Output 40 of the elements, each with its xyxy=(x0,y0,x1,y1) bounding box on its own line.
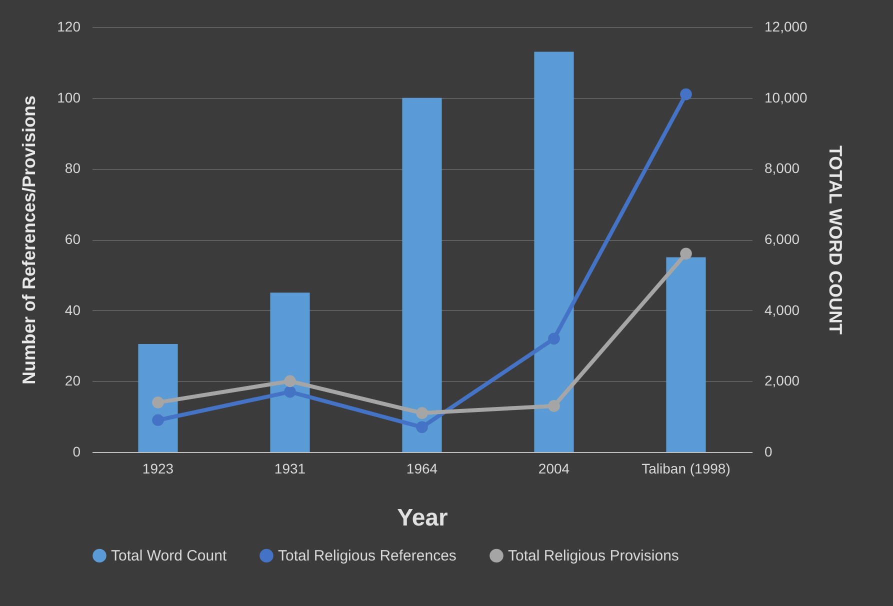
y2-tick-label: 10,000 xyxy=(764,89,808,106)
legend-label: Total Religious Provisions xyxy=(508,548,679,565)
y2-tick-label: 6,000 xyxy=(764,231,800,247)
x-axis-title: Year xyxy=(397,504,448,532)
point xyxy=(548,400,560,412)
x-tick-label: 2004 xyxy=(538,460,570,476)
y2-tick-label: 4,000 xyxy=(764,302,800,318)
x-tick-label: Taliban (1998) xyxy=(642,460,730,476)
y-tick-label: 60 xyxy=(64,231,81,247)
y-tick-label: 80 xyxy=(64,160,81,176)
point xyxy=(152,414,164,426)
legend-label: Total Word Count xyxy=(111,548,228,565)
point xyxy=(680,88,692,100)
point xyxy=(416,421,428,434)
y2-tick-label: 0 xyxy=(764,444,772,460)
y-tick-label: 40 xyxy=(64,302,81,318)
y-tick-label: 20 xyxy=(64,372,81,389)
y2-tick-label: 2,000 xyxy=(764,372,800,389)
point xyxy=(548,332,560,345)
bar xyxy=(138,344,178,452)
bar xyxy=(270,292,310,452)
legend-label: Total Religious References xyxy=(278,548,456,565)
point xyxy=(284,375,296,388)
y-tick-label: 120 xyxy=(57,18,81,34)
point xyxy=(152,396,164,408)
y2-axis-title: TOTAL WORD COUNT xyxy=(825,146,846,334)
point xyxy=(680,248,692,260)
x-tick-label: 1964 xyxy=(406,460,438,476)
bar xyxy=(402,98,442,452)
y2-tick-label: 8,000 xyxy=(764,160,800,176)
y-tick-label: 100 xyxy=(57,89,81,106)
y2-tick-label: 12,000 xyxy=(764,18,808,34)
x-tick-label: 1931 xyxy=(274,460,306,476)
bar xyxy=(666,257,706,452)
point xyxy=(416,407,428,419)
y-axis-title: Number of References/Provisions xyxy=(19,95,40,385)
y-tick-label: 0 xyxy=(72,444,81,460)
point xyxy=(284,386,296,398)
x-tick-label: 1923 xyxy=(142,460,174,476)
bar xyxy=(534,52,574,452)
